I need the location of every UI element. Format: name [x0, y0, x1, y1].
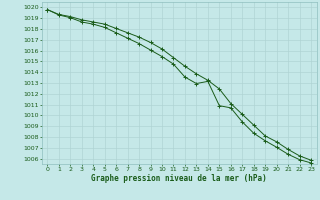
- X-axis label: Graphe pression niveau de la mer (hPa): Graphe pression niveau de la mer (hPa): [91, 174, 267, 183]
